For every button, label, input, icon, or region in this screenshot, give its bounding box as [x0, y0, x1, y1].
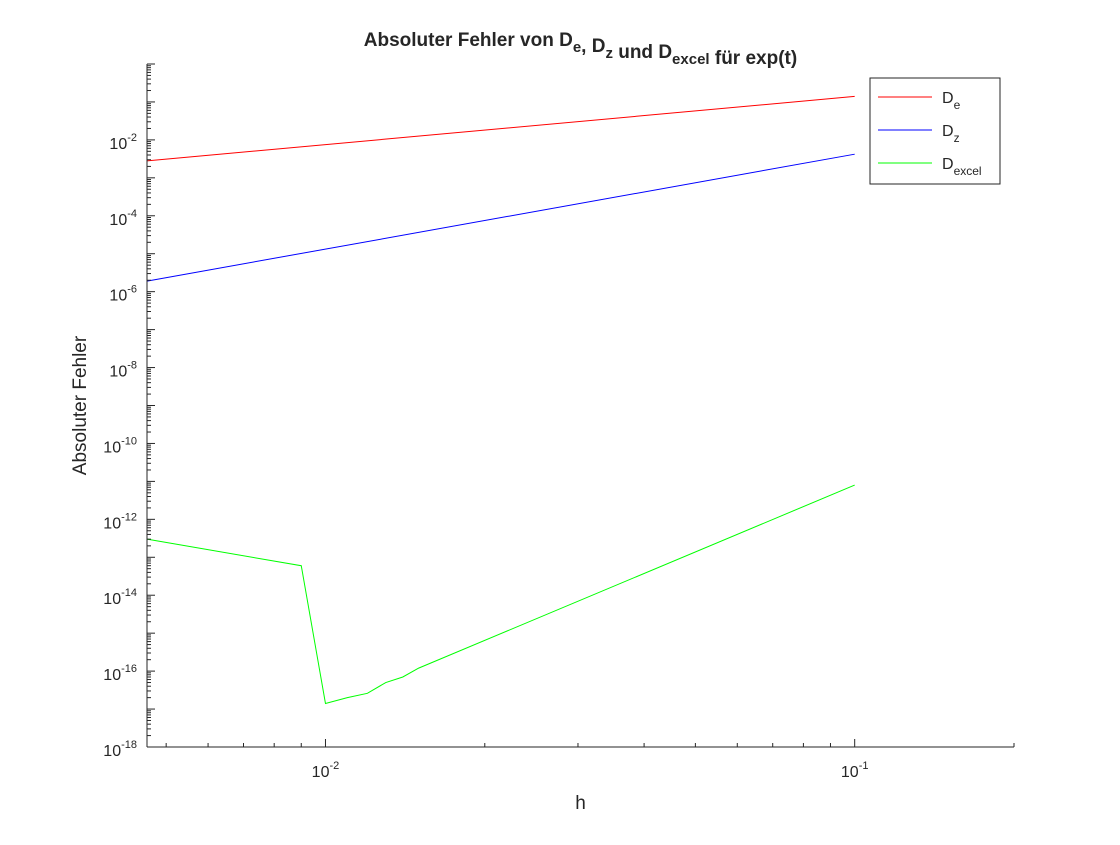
y-tick-label: 10-16: [103, 663, 137, 684]
y-tick-label: 10-10: [103, 435, 137, 456]
series-layer: [146, 95, 855, 705]
x-tick-label: 10-2: [312, 760, 340, 781]
y-tick-label: 10-14: [103, 587, 137, 608]
legend-label-z: Dz: [942, 123, 960, 145]
legend-label-excel: Dexcel: [942, 156, 982, 178]
legend-label-e: De: [942, 90, 961, 112]
y-tick-label: 10-4: [109, 208, 137, 229]
series-line-excel: [146, 484, 855, 705]
chart-title: Absoluter Fehler von De, Dz und Dexcel f…: [364, 30, 797, 69]
legend-box: [869, 77, 1001, 185]
x-axis-label: h: [575, 793, 586, 814]
y-tick-label: 10-8: [109, 360, 137, 381]
y-tick-label: 10-6: [109, 284, 137, 305]
series-line-z: [146, 153, 855, 282]
labels-layer: Absoluter Fehler von De, Dz und Dexcel f…: [70, 30, 797, 814]
y-tick-label: 10-2: [109, 132, 137, 153]
ticks-layer: 10-18 10-16 10-14 10-12 10-10 10-8 10-6 10-4 10-…: [103, 63, 1015, 781]
x-tick-label: 10-1: [841, 760, 869, 781]
legend[interactable]: De Dz Dexcel: [869, 77, 1001, 185]
series-line-e: [146, 95, 855, 162]
y-axis-label: Absoluter Fehler: [70, 335, 91, 475]
y-tick-label: 10-18: [103, 739, 137, 760]
y-tick-label: 10-12: [103, 511, 137, 532]
